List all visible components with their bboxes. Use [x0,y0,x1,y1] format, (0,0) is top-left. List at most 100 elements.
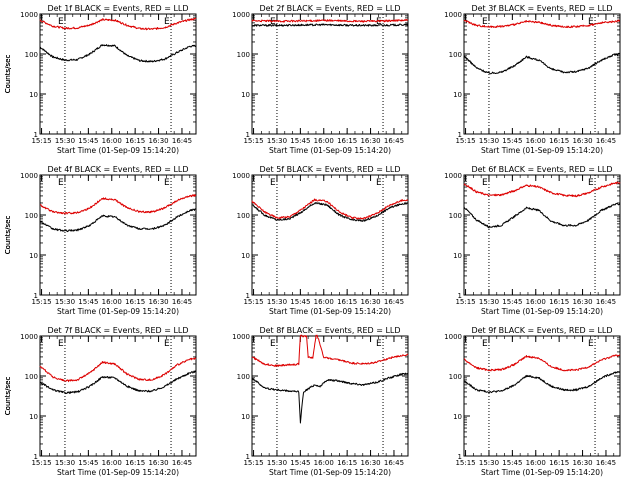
events-series-line [39,44,197,63]
y-axis-label: Counts/sec [4,377,12,416]
x-tick-label: 16:45 [172,459,192,467]
x-tick-label: 16:30 [360,298,380,306]
event-marker-label: E [588,178,594,188]
event-marker-label: E [164,17,170,27]
x-tick-label: 16:15 [549,459,569,467]
events-series-line [463,371,621,394]
x-tick-label: 15:45 [78,137,98,145]
lld-series-line [463,181,621,198]
chart-title: Det 8f BLACK = Events, RED = LLD [259,326,400,335]
x-axis-label: Start Time (01-Sep-09 15:14:20) [481,307,603,316]
chart-panel-3: Det 3f BLACK = Events, RED = LLD Counts/s… [4,4,621,155]
chart-panel-4: Det 4f BLACK = Events, RED = LLD Counts/s… [4,165,197,316]
x-tick-label: 15:45 [78,298,98,306]
event-marker-label: E [588,339,594,349]
chart-panel-8: Det 8f BLACK = Events, RED = LLD Counts/s… [4,326,409,477]
x-tick-label: 16:45 [384,459,404,467]
plot-frame [39,335,197,457]
x-tick-label: 16:45 [596,298,616,306]
lld-series-line [463,354,621,372]
chart-title: Det 3f BLACK = Events, RED = LLD [471,4,612,13]
y-axis-label: Counts/sec [4,377,12,416]
y-tick-label: 1 [458,131,462,139]
x-tick-label: 15:30 [55,459,75,467]
x-tick-label: 15:15 [243,137,263,145]
y-tick-label: 10 [29,252,38,260]
x-tick-label: 15:45 [290,137,310,145]
y-tick-label: 100 [449,212,462,220]
x-tick-label: 15:30 [267,137,287,145]
x-tick-label: 15:45 [502,137,522,145]
plot-frame [251,174,409,296]
y-tick-label: 1 [34,131,38,139]
chart-title: Det 6f BLACK = Events, RED = LLD [471,165,612,174]
y-tick-label: 10 [241,413,250,421]
plot-frame [463,13,621,135]
chart-panel-1: Det 1f BLACK = Events, RED = LLD Counts/s… [4,4,197,155]
y-tick-label: 1 [246,131,250,139]
x-tick-label: 16:15 [125,137,145,145]
y-tick-label: 1000 [444,333,462,341]
x-tick-label: 16:45 [172,137,192,145]
plot-frame [463,174,621,296]
events-series-line [251,202,409,222]
x-tick-label: 16:45 [172,298,192,306]
event-marker-label: E [270,17,276,27]
plot-frame [39,174,197,296]
x-axis-label: Start Time (01-Sep-09 15:14:20) [269,307,391,316]
event-marker-label: E [164,339,170,349]
event-marker-label: E [482,178,488,188]
x-tick-label: 15:15 [31,298,51,306]
events-series-line [39,370,197,395]
x-tick-label: 16:30 [360,137,380,145]
x-tick-label: 16:45 [384,137,404,145]
x-tick-label: 16:00 [102,298,122,306]
chart-panel-6: Det 6f BLACK = Events, RED = LLD Counts/s… [4,165,621,316]
x-tick-label: 16:15 [125,298,145,306]
y-tick-label: 10 [241,91,250,99]
y-tick-label: 100 [25,373,38,381]
y-tick-label: 1000 [232,172,250,180]
y-tick-label: 1 [246,292,250,300]
x-axis-label: Start Time (01-Sep-09 15:14:20) [57,307,179,316]
event-marker-label: E [482,339,488,349]
y-tick-label: 1 [458,453,462,461]
y-tick-label: 10 [29,413,38,421]
x-tick-label: 15:30 [55,137,75,145]
event-marker-label: E [58,178,64,188]
x-tick-label: 15:15 [243,459,263,467]
y-axis-label: Counts/sec [4,55,12,94]
y-tick-label: 100 [237,212,250,220]
x-axis-label: Start Time (01-Sep-09 15:14:20) [269,146,391,155]
chart-title: Det 4f BLACK = Events, RED = LLD [47,165,188,174]
x-tick-label: 15:45 [502,459,522,467]
plot-frame [251,335,409,457]
event-marker-label: E [164,178,170,188]
plot-frame [463,335,621,457]
x-tick-label: 15:15 [455,459,475,467]
event-marker-label: E [482,17,488,27]
y-axis-label: Counts/sec [4,216,12,255]
lld-series-line [39,357,197,383]
y-tick-label: 1 [34,292,38,300]
plot-frame [39,13,197,135]
y-axis-label: Counts/sec [4,377,12,416]
x-tick-label: 16:15 [337,137,357,145]
lld-series-line [39,194,197,215]
lld-series-line [463,19,620,29]
chart-panel-5: Det 5f BLACK = Events, RED = LLD Counts/s… [4,165,409,316]
x-tick-label: 15:30 [267,459,287,467]
y-tick-label: 1000 [20,172,38,180]
x-tick-label: 16:00 [102,459,122,467]
y-axis-label: Counts/sec [4,55,12,94]
chart-title: Det 7f BLACK = Events, RED = LLD [47,326,188,335]
event-marker-label: E [270,178,276,188]
x-tick-label: 15:15 [455,137,475,145]
y-axis-label: Counts/sec [4,216,12,255]
x-tick-label: 16:00 [314,298,334,306]
x-tick-label: 15:30 [479,298,499,306]
y-tick-label: 1 [458,292,462,300]
event-marker-label: E [376,178,382,188]
y-tick-label: 10 [453,91,462,99]
